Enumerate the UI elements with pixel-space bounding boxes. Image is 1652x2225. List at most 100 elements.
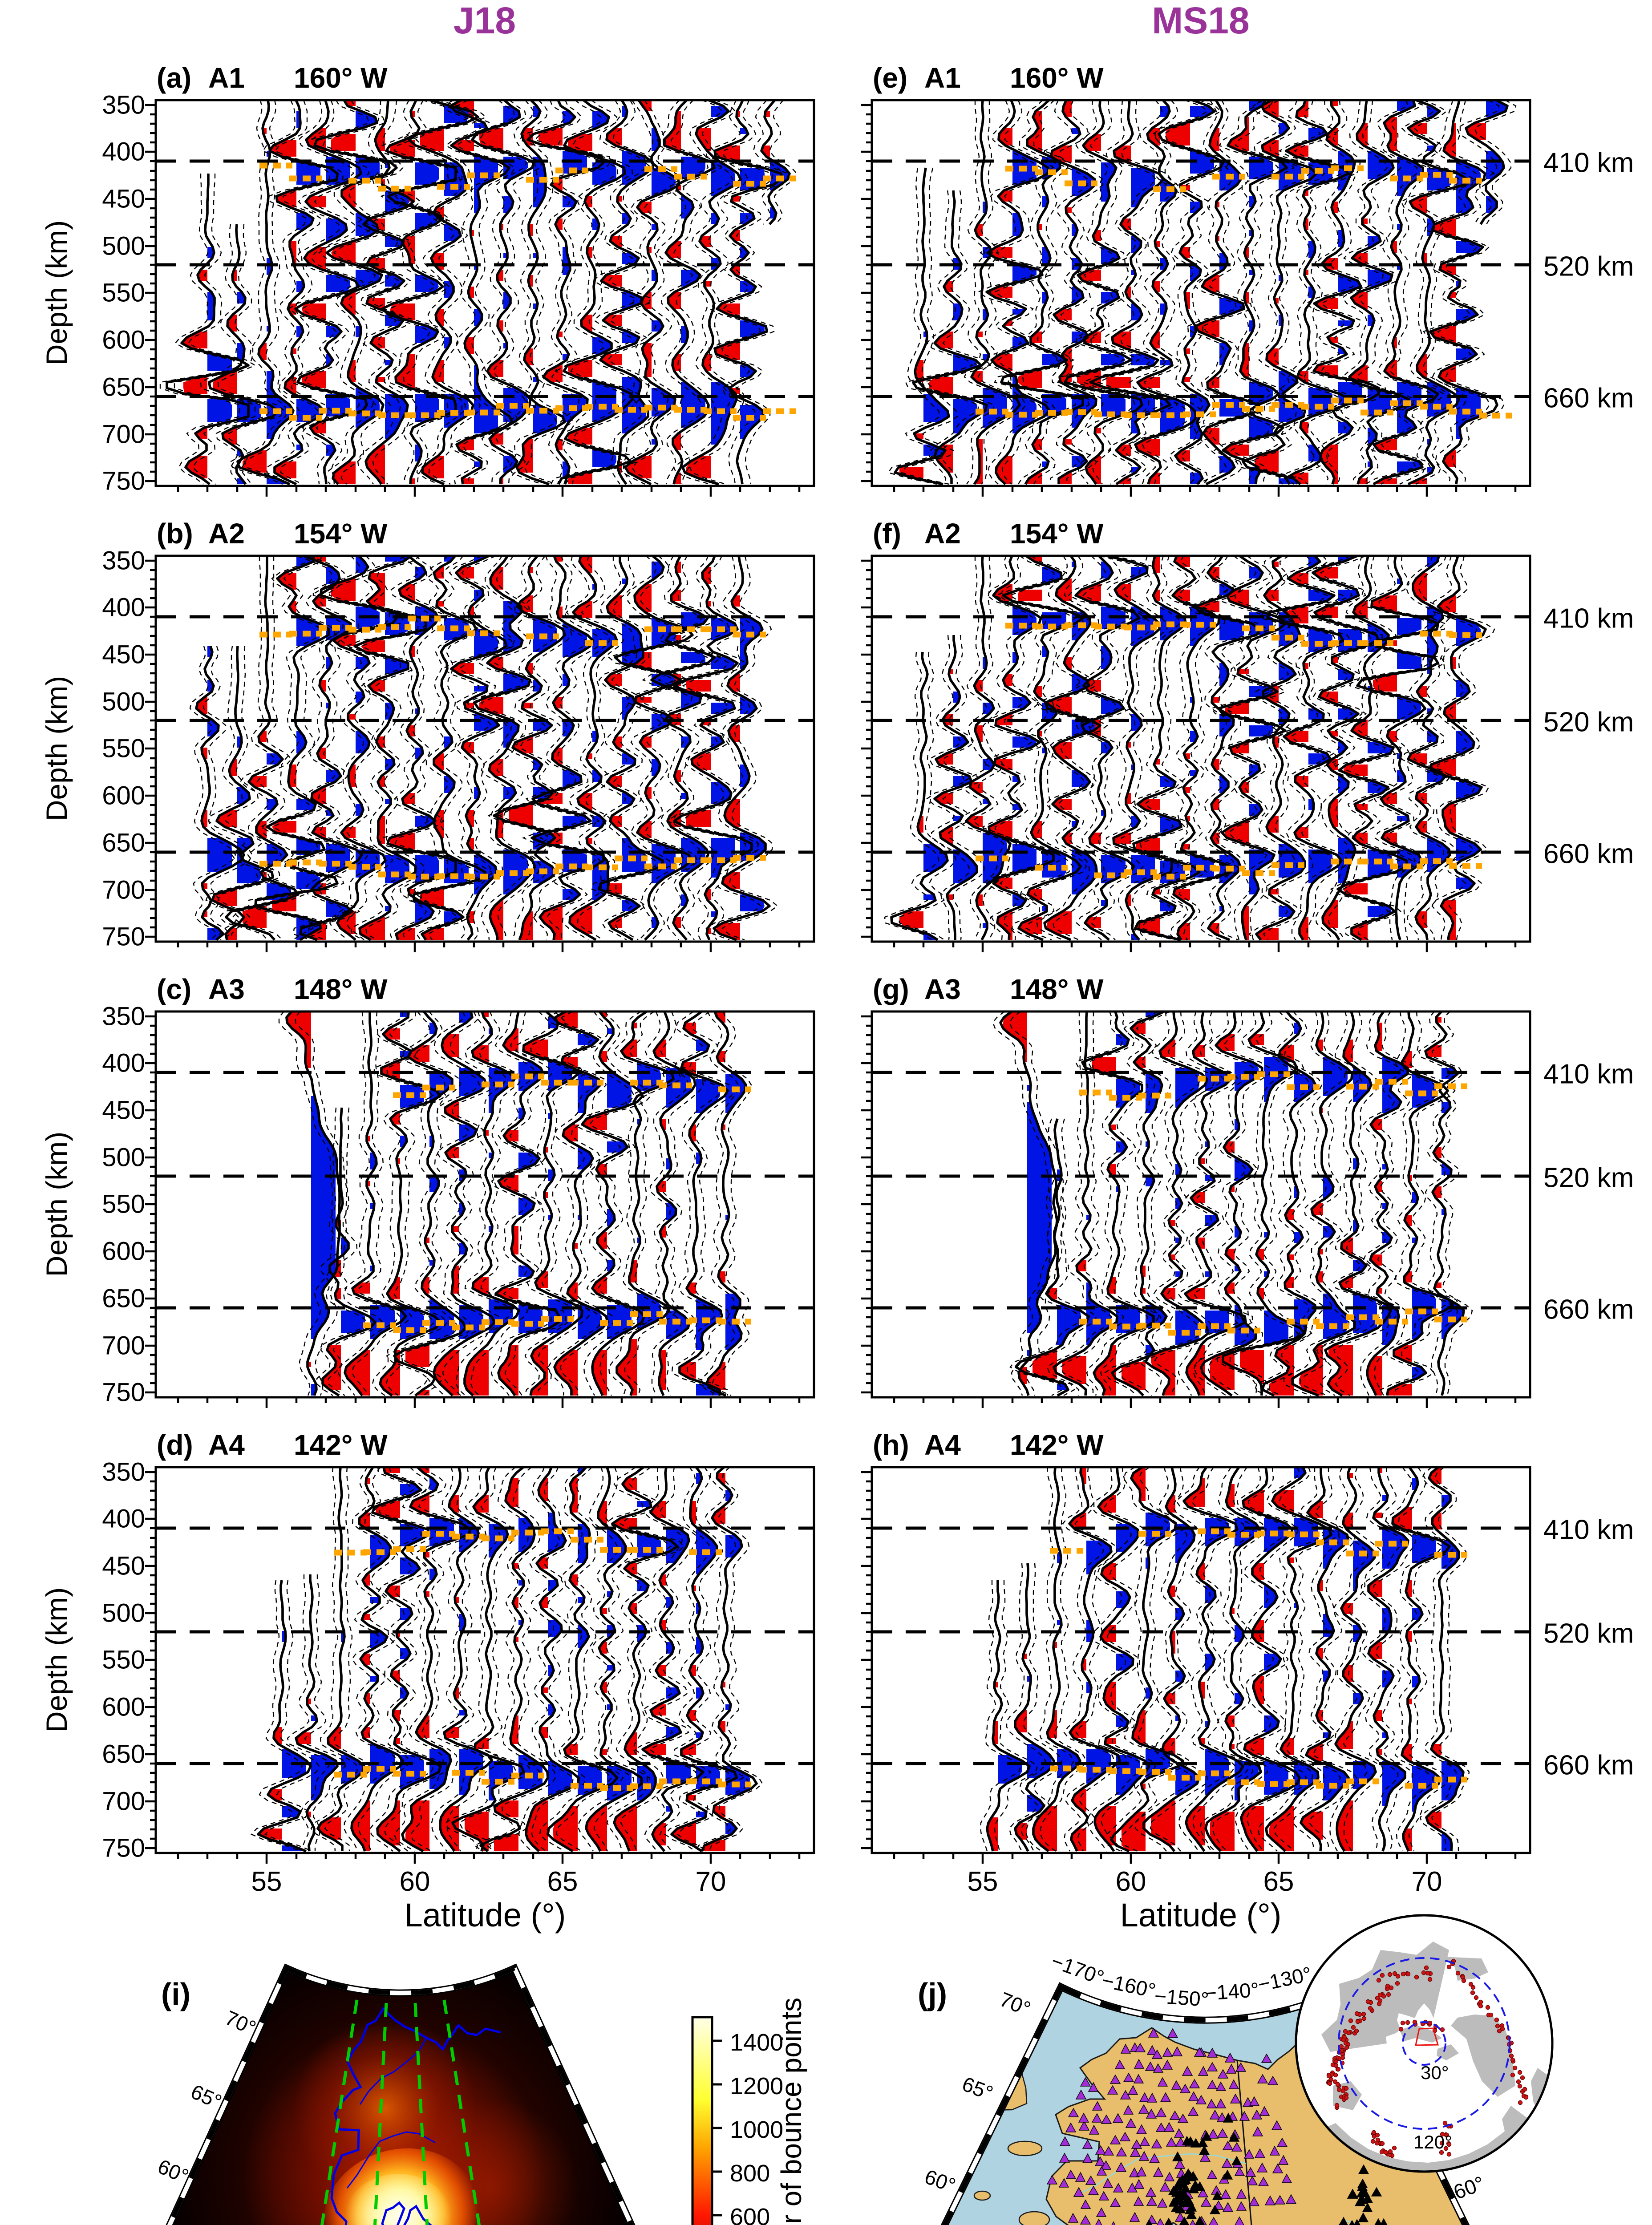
svg-text:700: 700 xyxy=(102,420,145,449)
svg-text:1200: 1200 xyxy=(730,2073,783,2100)
svg-text:700: 700 xyxy=(102,876,145,905)
svg-text:660 km: 660 km xyxy=(1543,383,1634,414)
svg-text:Latitude (°): Latitude (°) xyxy=(1120,1897,1282,1934)
svg-text:500: 500 xyxy=(102,688,145,716)
svg-text:520 km: 520 km xyxy=(1543,1163,1634,1193)
svg-text:350: 350 xyxy=(102,91,145,120)
svg-text:Depth (km): Depth (km) xyxy=(40,676,73,821)
svg-text:(g): (g) xyxy=(873,973,909,1005)
svg-text:600: 600 xyxy=(102,326,145,355)
svg-text:A2: A2 xyxy=(208,518,245,550)
svg-text:(e): (e) xyxy=(873,62,907,94)
svg-text:Depth (km): Depth (km) xyxy=(40,220,73,365)
svg-text:(f): (f) xyxy=(873,518,901,550)
svg-text:Latitude (°): Latitude (°) xyxy=(405,1897,566,1934)
svg-text:MS18: MS18 xyxy=(1152,0,1249,41)
svg-text:700: 700 xyxy=(102,1331,145,1360)
svg-text:65: 65 xyxy=(547,1866,578,1897)
svg-text:A3: A3 xyxy=(208,973,245,1005)
svg-text:410 km: 410 km xyxy=(1543,1059,1634,1090)
svg-text:(c): (c) xyxy=(157,973,191,1005)
svg-text:154° W: 154° W xyxy=(294,518,388,550)
svg-text:500: 500 xyxy=(102,232,145,261)
svg-text:550: 550 xyxy=(102,1646,145,1675)
svg-text:120°: 120° xyxy=(1413,2132,1452,2152)
svg-text:350: 350 xyxy=(102,546,145,575)
svg-text:(j): (j) xyxy=(918,1977,947,2011)
svg-text:600: 600 xyxy=(730,2204,770,2225)
svg-text:154° W: 154° W xyxy=(1010,518,1104,550)
svg-text:600: 600 xyxy=(102,781,145,810)
svg-text:A3: A3 xyxy=(924,973,961,1005)
svg-text:650: 650 xyxy=(102,1284,145,1313)
svg-text:650: 650 xyxy=(102,373,145,402)
svg-text:55: 55 xyxy=(251,1866,282,1897)
svg-text:55: 55 xyxy=(968,1866,998,1897)
svg-text:750: 750 xyxy=(102,1834,145,1863)
svg-text:600: 600 xyxy=(102,1237,145,1266)
svg-text:(a): (a) xyxy=(157,62,191,94)
svg-text:Depth (km): Depth (km) xyxy=(40,1132,73,1277)
svg-text:400: 400 xyxy=(102,1049,145,1078)
svg-text:660 km: 660 km xyxy=(1543,1295,1634,1325)
svg-text:550: 550 xyxy=(102,1190,145,1219)
svg-text:660 km: 660 km xyxy=(1543,839,1634,870)
svg-text:Depth (km): Depth (km) xyxy=(40,1587,73,1732)
svg-text:550: 550 xyxy=(102,279,145,307)
svg-text:−140°: −140° xyxy=(1204,1978,1259,2005)
svg-text:(d): (d) xyxy=(157,1429,193,1461)
svg-text:520 km: 520 km xyxy=(1543,1618,1634,1649)
svg-text:400: 400 xyxy=(102,1505,145,1533)
svg-text:−150°: −150° xyxy=(1154,1984,1209,2011)
svg-text:60: 60 xyxy=(400,1866,430,1897)
svg-text:410 km: 410 km xyxy=(1543,1515,1634,1545)
svg-text:30°: 30° xyxy=(1421,2062,1449,2083)
svg-text:800: 800 xyxy=(730,2160,770,2187)
svg-text:410 km: 410 km xyxy=(1543,603,1634,634)
svg-text:160° W: 160° W xyxy=(294,62,388,94)
svg-text:A4: A4 xyxy=(924,1429,961,1461)
svg-text:350: 350 xyxy=(102,1002,145,1031)
svg-text:142° W: 142° W xyxy=(1010,1429,1104,1461)
svg-text:520 km: 520 km xyxy=(1543,707,1634,738)
svg-text:148° W: 148° W xyxy=(1010,973,1104,1005)
svg-text:70: 70 xyxy=(1412,1866,1442,1897)
svg-text:750: 750 xyxy=(102,467,145,496)
svg-text:410 km: 410 km xyxy=(1543,148,1634,178)
svg-text:700: 700 xyxy=(102,1787,145,1816)
svg-text:600: 600 xyxy=(102,1693,145,1722)
svg-text:400: 400 xyxy=(102,138,145,166)
svg-text:65: 65 xyxy=(1263,1866,1294,1897)
svg-text:(b): (b) xyxy=(157,518,193,550)
svg-text:550: 550 xyxy=(102,734,145,763)
svg-text:142° W: 142° W xyxy=(294,1429,388,1461)
svg-text:70: 70 xyxy=(696,1866,726,1897)
svg-text:1000: 1000 xyxy=(730,2116,783,2143)
svg-text:A4: A4 xyxy=(208,1429,245,1461)
svg-text:400: 400 xyxy=(102,593,145,622)
svg-text:650: 650 xyxy=(102,1740,145,1769)
svg-text:750: 750 xyxy=(102,922,145,951)
svg-text:350: 350 xyxy=(102,1458,145,1487)
svg-text:(h): (h) xyxy=(873,1429,909,1461)
svg-text:750: 750 xyxy=(102,1378,145,1407)
svg-text:500: 500 xyxy=(102,1143,145,1172)
svg-text:160° W: 160° W xyxy=(1010,62,1104,94)
svg-text:A1: A1 xyxy=(924,62,961,94)
svg-text:660 km: 660 km xyxy=(1543,1750,1634,1781)
svg-text:650: 650 xyxy=(102,829,145,858)
svg-text:450: 450 xyxy=(102,185,145,214)
svg-text:148° W: 148° W xyxy=(294,973,388,1005)
svg-text:1400: 1400 xyxy=(730,2029,783,2056)
svg-text:500: 500 xyxy=(102,1599,145,1628)
svg-text:450: 450 xyxy=(102,640,145,669)
svg-text:(i): (i) xyxy=(161,1977,190,2011)
svg-text:The number of bounce points: The number of bounce points xyxy=(775,1998,807,2225)
svg-text:60: 60 xyxy=(1116,1866,1146,1897)
svg-text:A2: A2 xyxy=(924,518,961,550)
svg-text:450: 450 xyxy=(102,1096,145,1125)
svg-text:450: 450 xyxy=(102,1552,145,1581)
svg-text:A1: A1 xyxy=(208,62,245,94)
svg-text:J18: J18 xyxy=(453,0,516,41)
svg-text:520 km: 520 km xyxy=(1543,251,1634,282)
